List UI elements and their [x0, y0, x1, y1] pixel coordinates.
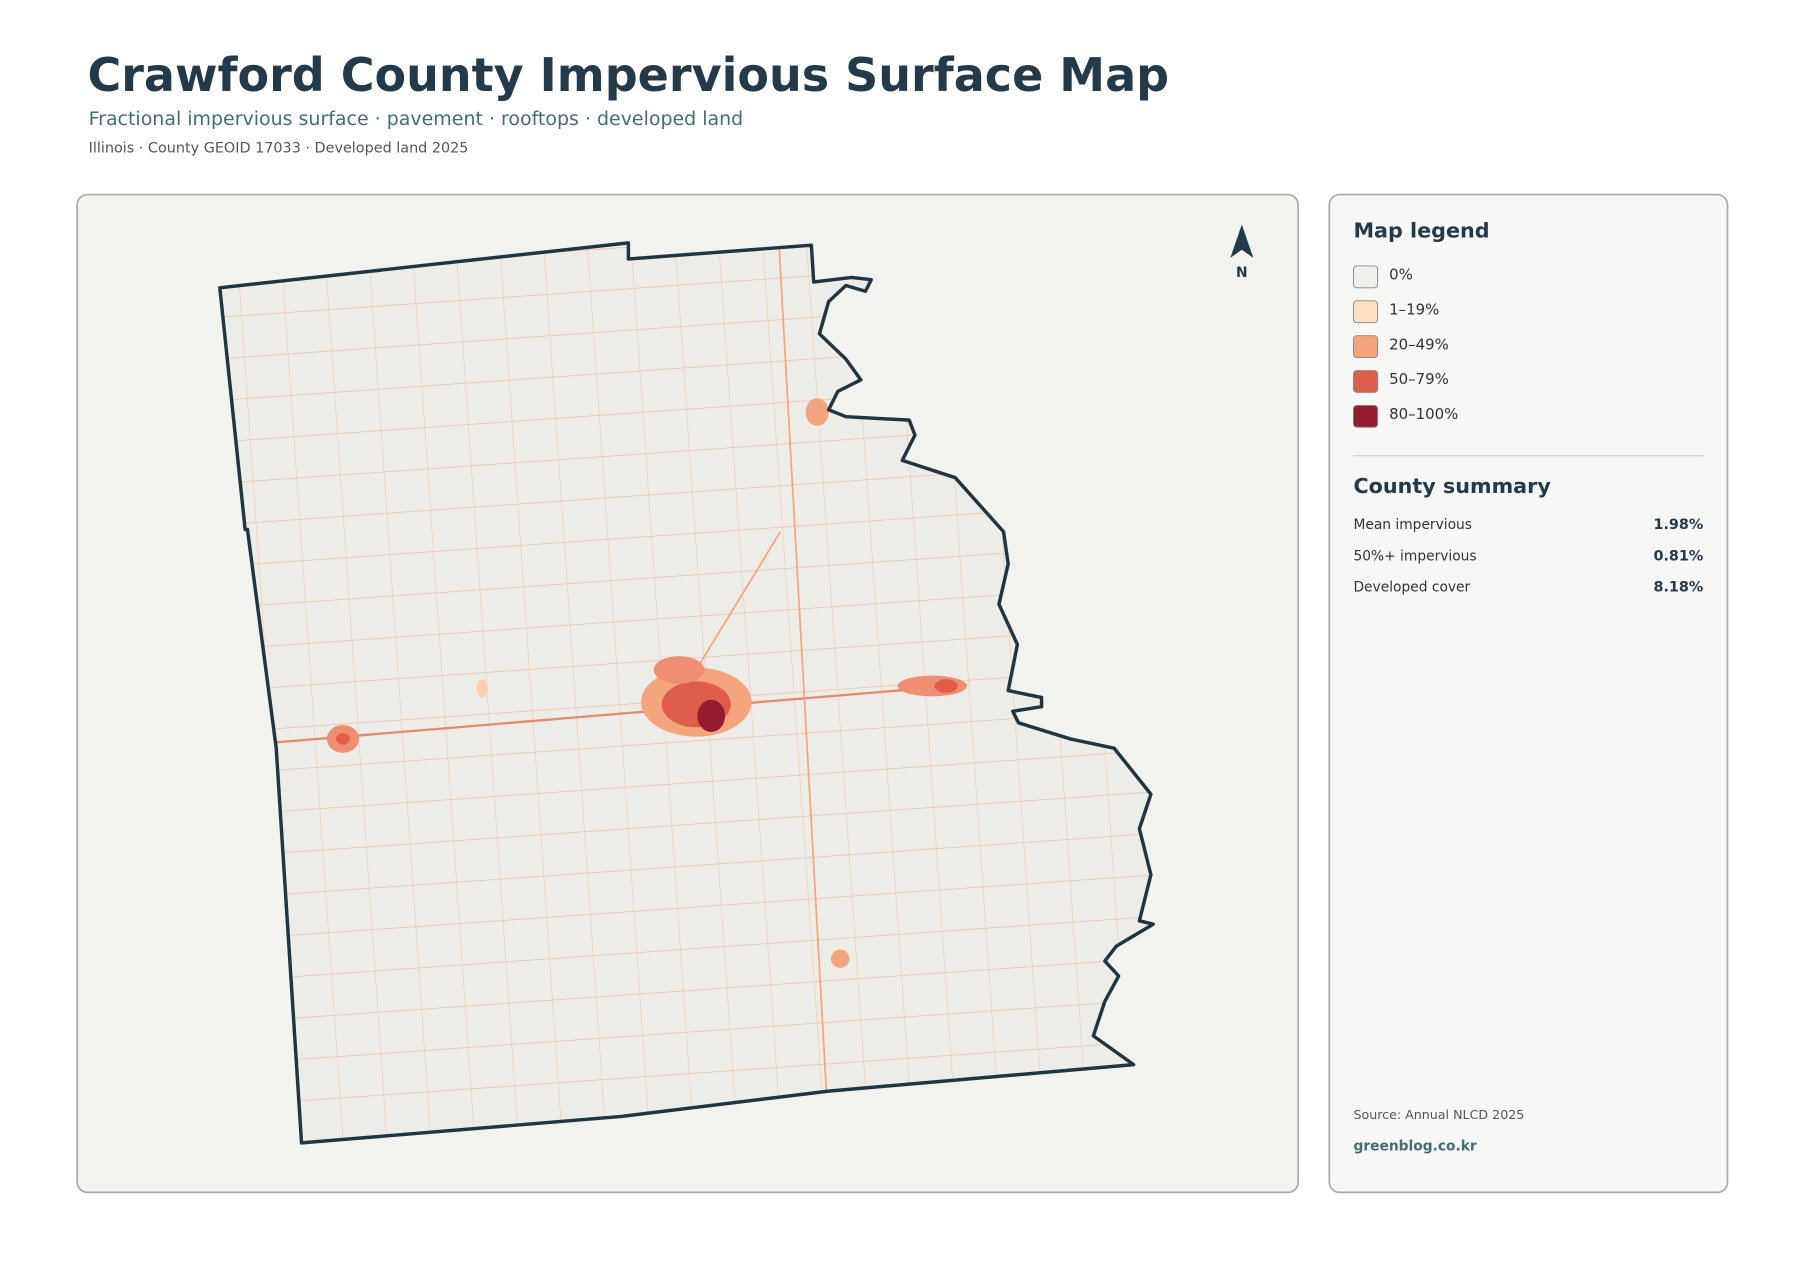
site: greenblog.co.kr — [1353, 1138, 1476, 1154]
north-label: N — [1236, 265, 1248, 281]
summary-value: 0.81% — [1653, 548, 1703, 564]
legend-label: 20–49% — [1389, 335, 1449, 353]
developed-areas — [276, 247, 967, 1092]
title: Crawford County Impervious Surface Map — [87, 48, 1169, 102]
legend-label: 1–19% — [1389, 300, 1439, 318]
county-map — [218, 241, 1155, 1145]
summary: Mean impervious 1.98% 50%+ impervious 0.81%… — [1353, 517, 1703, 596]
meta: Illinois · County GEOID 17033 · Develope… — [89, 141, 469, 157]
legend-label: 50–79% — [1389, 370, 1449, 388]
summary-title: County summary — [1353, 474, 1551, 498]
legend-swatch — [1352, 300, 1379, 324]
summary-value: 8.18% — [1653, 580, 1703, 596]
legend-swatch — [1352, 265, 1379, 289]
legend-swatch — [1352, 404, 1379, 428]
subtitle: Fractional impervious surface · pavement… — [89, 108, 744, 130]
legend-swatch — [1352, 335, 1379, 358]
side-panel — [1328, 193, 1729, 1194]
summary-value: 1.98% — [1653, 517, 1703, 533]
legend-swatch — [1352, 370, 1379, 393]
summary-label: Mean impervious — [1353, 517, 1472, 533]
legend-title: Map legend — [1353, 218, 1489, 242]
north-arrow: N — [1230, 224, 1254, 281]
legend-label: 0% — [1389, 266, 1413, 284]
legend-label: 80–100% — [1389, 405, 1458, 423]
source: Source: Annual NLCD 2025 — [1353, 1107, 1524, 1122]
summary-label: Developed cover — [1353, 580, 1470, 596]
legend: 0% 1–19% 20–49% 50–79% 80–100% — [1352, 265, 1458, 428]
summary-label: 50%+ impervious — [1353, 548, 1476, 564]
county-boundary — [218, 241, 1155, 1145]
